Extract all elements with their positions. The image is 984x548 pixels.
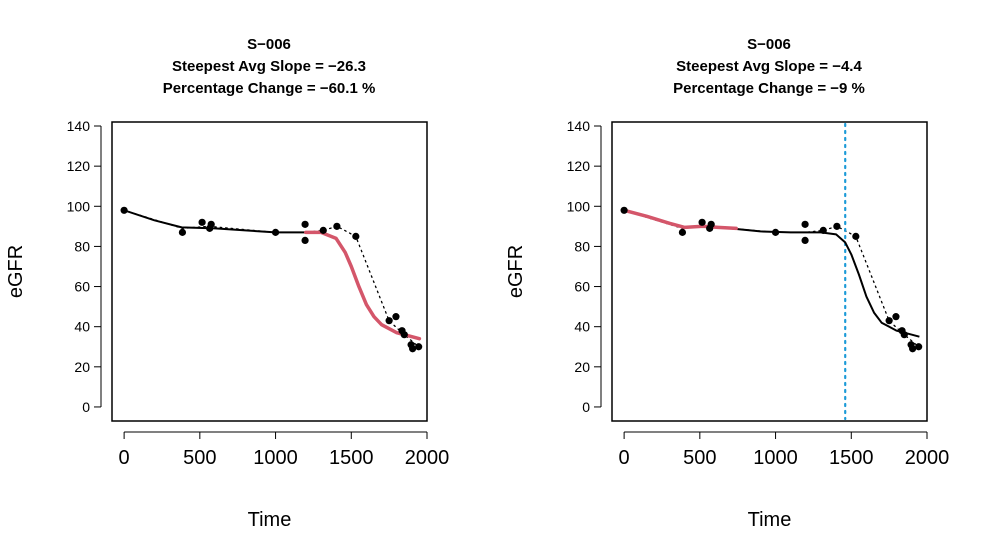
- x-tick-label: 1000: [753, 447, 798, 469]
- y-axis-label: eGFR: [505, 245, 527, 298]
- data-point: [301, 236, 309, 244]
- y-axis-label: eGFR: [5, 245, 27, 298]
- data-point: [352, 232, 360, 240]
- chart-subtitle-line: Steepest Avg Slope = −26.3: [172, 58, 366, 75]
- x-tick-label: 2000: [905, 447, 950, 469]
- y-tick-label: 60: [574, 279, 590, 295]
- data-point: [198, 218, 206, 226]
- x-tick-label: 0: [619, 447, 630, 469]
- chart-subtitle-line: Steepest Avg Slope = −4.4: [676, 58, 862, 75]
- data-point: [909, 345, 917, 353]
- plot-frame: [111, 121, 428, 422]
- data-point: [678, 228, 687, 236]
- data-point: [271, 228, 280, 236]
- y-tick-label: 60: [74, 279, 90, 295]
- fitted-curve: [730, 227, 920, 338]
- y-tick-label: 20: [574, 359, 590, 375]
- y-tick-label: 80: [74, 238, 90, 254]
- x-axis-label: Time: [248, 509, 292, 531]
- data-point: [819, 226, 827, 234]
- chart-subtitle-line: Percentage Change = −60.1 %: [163, 80, 376, 97]
- x-tick-label: 1500: [829, 447, 874, 469]
- y-tick-label: 140: [67, 118, 91, 134]
- highlight-curve: [622, 208, 738, 231]
- panel-left: S−006 Steepest Avg Slope = −26.3 Percentag…: [5, 36, 449, 531]
- data-point: [698, 218, 706, 226]
- data-point: [207, 220, 215, 228]
- data-point: [400, 331, 408, 339]
- x-tick-label: 2000: [405, 447, 450, 469]
- plot-frame: [611, 121, 928, 422]
- data-point: [707, 220, 715, 228]
- y-tick-label: 20: [74, 359, 90, 375]
- chart-title: S−006: [247, 36, 291, 53]
- data-point: [771, 228, 780, 236]
- y-tick-label: 120: [67, 158, 91, 174]
- data-point: [415, 343, 423, 351]
- data-point: [801, 220, 809, 228]
- y-tick-label: 140: [567, 118, 591, 134]
- data-point: [409, 345, 417, 353]
- data-point: [900, 331, 908, 339]
- x-tick-label: 1500: [329, 447, 374, 469]
- chart-title: S−006: [747, 36, 791, 53]
- highlight-curve: [304, 230, 422, 341]
- panel-right: S−006 Steepest Avg Slope = −4.4 Percentage…: [505, 36, 949, 531]
- y-tick-label: 100: [567, 198, 591, 214]
- data-point: [892, 313, 900, 321]
- data-point: [301, 220, 309, 228]
- data-point: [852, 232, 860, 240]
- data-point: [833, 222, 841, 230]
- y-tick-label: 0: [582, 399, 590, 415]
- y-tick-label: 80: [574, 238, 590, 254]
- chart-subtitle-line: Percentage Change = −9 %: [673, 80, 865, 97]
- x-tick-label: 500: [683, 447, 716, 469]
- y-tick-label: 40: [74, 319, 90, 335]
- data-point: [120, 206, 128, 214]
- data-point: [178, 228, 187, 236]
- data-point: [319, 226, 327, 234]
- data-point: [620, 206, 628, 214]
- data-point: [885, 317, 893, 325]
- y-tick-label: 40: [574, 319, 590, 335]
- data-point: [392, 313, 400, 321]
- y-tick-label: 0: [82, 399, 90, 415]
- fitted-curve: [123, 209, 321, 234]
- data-point: [915, 343, 923, 351]
- x-tick-label: 1000: [253, 447, 298, 469]
- data-point: [385, 317, 393, 325]
- y-tick-label: 100: [67, 198, 91, 214]
- x-tick-label: 0: [119, 447, 130, 469]
- x-axis-label: Time: [748, 509, 792, 531]
- data-point: [333, 222, 341, 230]
- x-tick-label: 500: [183, 447, 216, 469]
- data-point: [801, 236, 809, 244]
- y-tick-label: 120: [567, 158, 591, 174]
- dotted-trend-line: [123, 209, 420, 348]
